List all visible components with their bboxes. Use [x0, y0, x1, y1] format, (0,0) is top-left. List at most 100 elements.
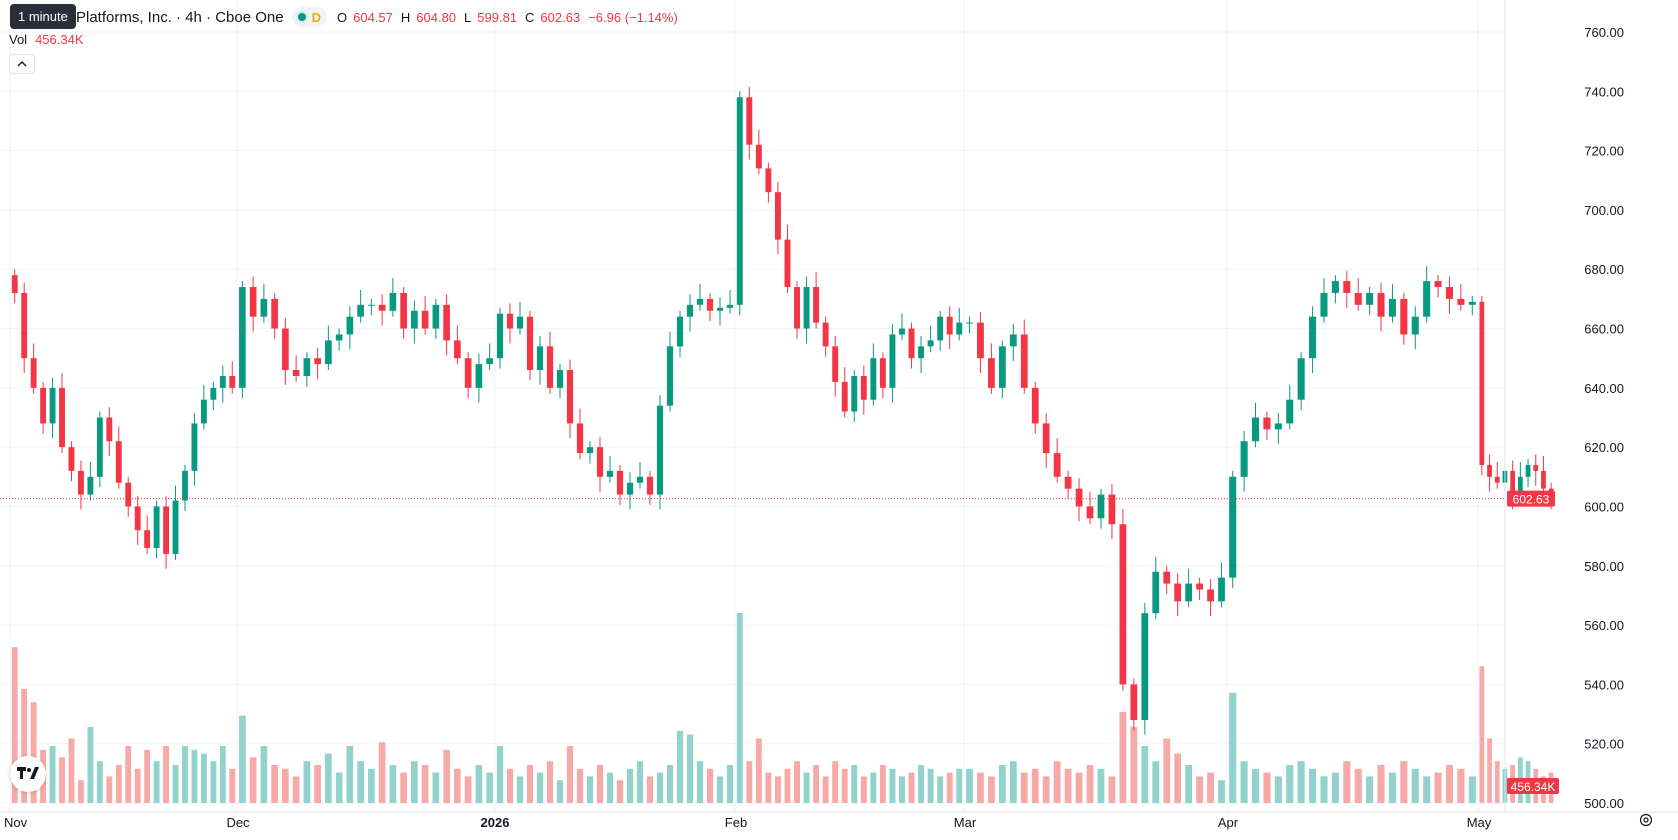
- candle-body: [1434, 281, 1442, 288]
- volume-bar: [210, 761, 217, 803]
- volume-bar: [21, 689, 28, 803]
- price-axis-labels: 602.63 456.34K: [1507, 490, 1559, 794]
- candle-body: [666, 346, 674, 406]
- volume-bar: [736, 613, 743, 803]
- volume-bar: [325, 753, 332, 803]
- volume-bar: [1366, 776, 1374, 803]
- candle-body: [30, 358, 37, 388]
- candle-body: [1457, 298, 1465, 305]
- candle-body: [755, 144, 762, 169]
- volume-bar: [182, 746, 188, 803]
- candle-body: [378, 304, 386, 311]
- volume-bar: [1020, 772, 1028, 803]
- candle-body: [1185, 583, 1193, 602]
- candle-body: [1263, 417, 1271, 430]
- tradingview-logo[interactable]: [10, 756, 46, 792]
- volume-bar: [1064, 768, 1072, 803]
- volume-bar: [191, 749, 198, 803]
- candle-body: [200, 399, 207, 424]
- candle-body: [191, 423, 198, 471]
- candle-body: [475, 364, 483, 388]
- ohlc-high-value: 604.80: [416, 9, 457, 25]
- candle-body: [1366, 292, 1374, 305]
- volume-bar: [1086, 765, 1094, 803]
- volume-bar: [163, 746, 169, 803]
- volume-bar: [927, 768, 934, 803]
- candle-body: [646, 476, 654, 495]
- candle-body: [303, 358, 311, 376]
- price-tick-label: 600.00: [1584, 499, 1624, 514]
- market-status-pill[interactable]: D: [291, 7, 327, 27]
- collapse-legend-button[interactable]: [9, 54, 35, 74]
- ohlc-close-value: 602.63: [540, 9, 581, 25]
- volume-bar: [11, 647, 18, 803]
- candle-body: [1020, 334, 1028, 388]
- candle-body: [822, 322, 829, 347]
- price-tick-label: 740.00: [1584, 84, 1624, 99]
- volume-bar: [303, 761, 311, 803]
- volume-bar: [860, 776, 867, 803]
- candle-body: [389, 292, 397, 311]
- volume-bar: [1152, 761, 1160, 803]
- volume-bar: [977, 772, 984, 803]
- candle-body: [1411, 316, 1419, 335]
- volume-bar: [357, 761, 364, 803]
- candle-body: [335, 334, 343, 341]
- volume-bar: [899, 776, 905, 803]
- candle-body: [746, 97, 753, 145]
- volume-bar: [626, 768, 634, 803]
- candle-body: [1286, 399, 1294, 424]
- chart-settings-button[interactable]: [1636, 810, 1656, 830]
- price-tick-label: 760.00: [1584, 25, 1624, 40]
- volume-bar: [475, 765, 483, 803]
- volume-bar: [889, 768, 896, 803]
- volume-bar: [1400, 761, 1408, 803]
- symbol-title[interactable]: Platforms, Inc. · 4h · Cboe One: [76, 8, 284, 26]
- volume-bar: [378, 742, 386, 803]
- candle-body: [1354, 292, 1362, 305]
- candle-body: [1141, 613, 1149, 720]
- candle-body: [1229, 476, 1237, 578]
- candle-body: [656, 405, 664, 495]
- ohlc-low-value: 599.81: [477, 9, 518, 25]
- candles: [11, 86, 1554, 735]
- volume-bar: [666, 765, 674, 803]
- volume-legend: Vol 456.34K: [9, 32, 84, 47]
- candle-body: [946, 316, 953, 335]
- volume-bar: [716, 776, 724, 803]
- volume-bar: [1320, 776, 1328, 803]
- volume-bar: [454, 768, 461, 803]
- candle-body: [1196, 583, 1204, 590]
- candle-body: [765, 168, 772, 193]
- candle-body: [59, 387, 65, 448]
- volume-bar: [68, 738, 75, 803]
- price-change: −6.96 (−1.14%): [588, 9, 678, 25]
- ohlc-values: O 604.57 H 604.80 L 599.81 C 602.63 −6.96 (−…: [337, 10, 680, 25]
- candle-body: [1163, 571, 1171, 584]
- volume-bar: [200, 753, 207, 803]
- candle-body: [96, 417, 103, 477]
- volume-bar: [496, 746, 504, 803]
- last-volume-label: 456.34K: [1511, 780, 1556, 794]
- volume-value: 456.34K: [35, 32, 84, 47]
- delay-indicator: D: [311, 9, 321, 25]
- volume-bar: [1297, 761, 1305, 803]
- candle-body: [1494, 476, 1500, 483]
- candle-body: [125, 482, 132, 507]
- volume-bar: [1251, 768, 1260, 803]
- volume-bar: [998, 765, 1006, 803]
- candle-body: [1320, 292, 1328, 317]
- volume-bar: [576, 768, 584, 803]
- candle-body: [506, 313, 514, 329]
- candle-body: [536, 346, 544, 371]
- candle-body: [21, 292, 28, 359]
- volume-bar: [421, 765, 429, 803]
- volume-bar: [851, 765, 858, 803]
- price-tick-label: 680.00: [1584, 262, 1624, 277]
- volume-bar: [987, 776, 995, 803]
- candle-body: [432, 304, 440, 329]
- volume-bar: [389, 765, 397, 803]
- candle-body: [998, 346, 1006, 388]
